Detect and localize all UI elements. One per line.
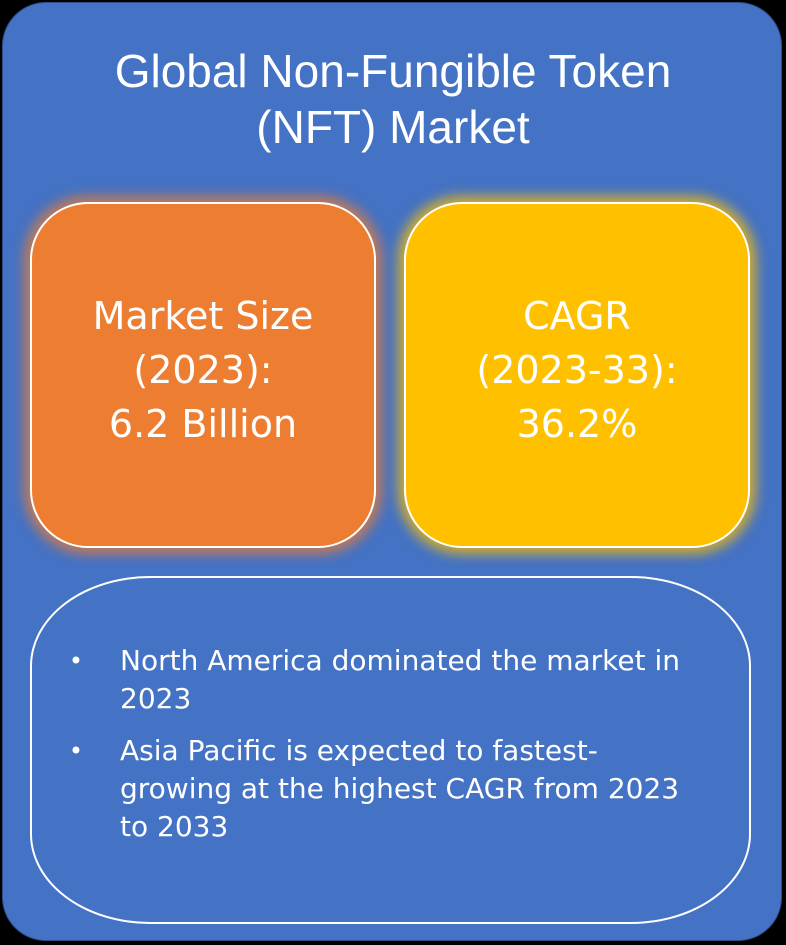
bullet-icon: • [68,647,84,675]
market-size-label: Market Size [92,294,314,338]
cagr-box: CAGR (2023-33): 36.2% [404,202,750,548]
highlight-text: North America dominated the market in 20… [120,644,680,715]
cagr-value: 36.2% [516,402,638,446]
infographic-title: Global Non-Fungible Token (NFT) Market [3,43,783,155]
cagr-period: (2023-33): [476,348,678,392]
market-size-value: 6.2 Billion [108,402,298,446]
title-line-2: (NFT) Market [256,101,530,153]
highlights-list: • North America dominated the market in … [66,642,706,860]
highlights-panel: • North America dominated the market in … [30,576,751,924]
market-size-year: (2023): [133,348,273,392]
market-size-box: Market Size (2023): 6.2 Billion [30,202,376,548]
highlight-item: • North America dominated the market in … [66,642,706,718]
bullet-icon: • [68,737,84,765]
cagr-label: CAGR [523,294,631,338]
highlight-text: Asia Pacific is expected to fastest-grow… [120,734,680,843]
highlight-item: • Asia Pacific is expected to fastest-gr… [66,732,706,846]
title-line-1: Global Non-Fungible Token [114,45,672,97]
